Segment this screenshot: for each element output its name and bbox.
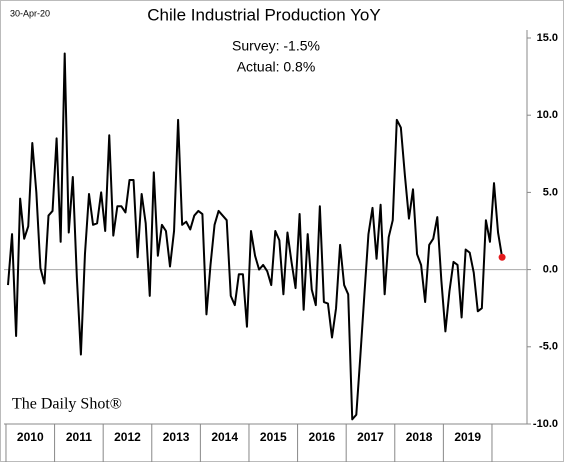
x-tick-label: 2011 [66, 430, 92, 444]
chart-title: Chile Industrial Production YoY [147, 5, 380, 24]
x-tick-label: 2012 [114, 430, 141, 444]
x-tick-label: 2018 [406, 430, 433, 444]
y-tick-label: 10.0 [537, 109, 558, 121]
x-tick-label: 2013 [163, 430, 190, 444]
y-tick-label: 5.0 [543, 186, 558, 198]
annotation: Survey: -1.5% [232, 38, 320, 54]
y-tick-label: 0.0 [543, 264, 558, 276]
date-label: 30-Apr-20 [10, 8, 50, 18]
x-tick-label: 2019 [454, 430, 481, 444]
y-tick-label: -10.0 [533, 418, 558, 430]
line-series [7, 52, 504, 421]
watermark: The Daily Shot® [12, 396, 122, 413]
last-point [498, 253, 506, 261]
x-tick-label: 2017 [357, 430, 384, 444]
x-tick-label: 2010 [17, 430, 44, 444]
x-tick-label: 2015 [260, 430, 287, 444]
y-tick-label: 15.0 [537, 32, 558, 44]
y-tick-label: -5.0 [539, 341, 558, 353]
x-tick-label: 2014 [211, 430, 238, 444]
x-tick-label: 2016 [309, 430, 336, 444]
annotation: Actual: 0.8% [237, 59, 316, 75]
